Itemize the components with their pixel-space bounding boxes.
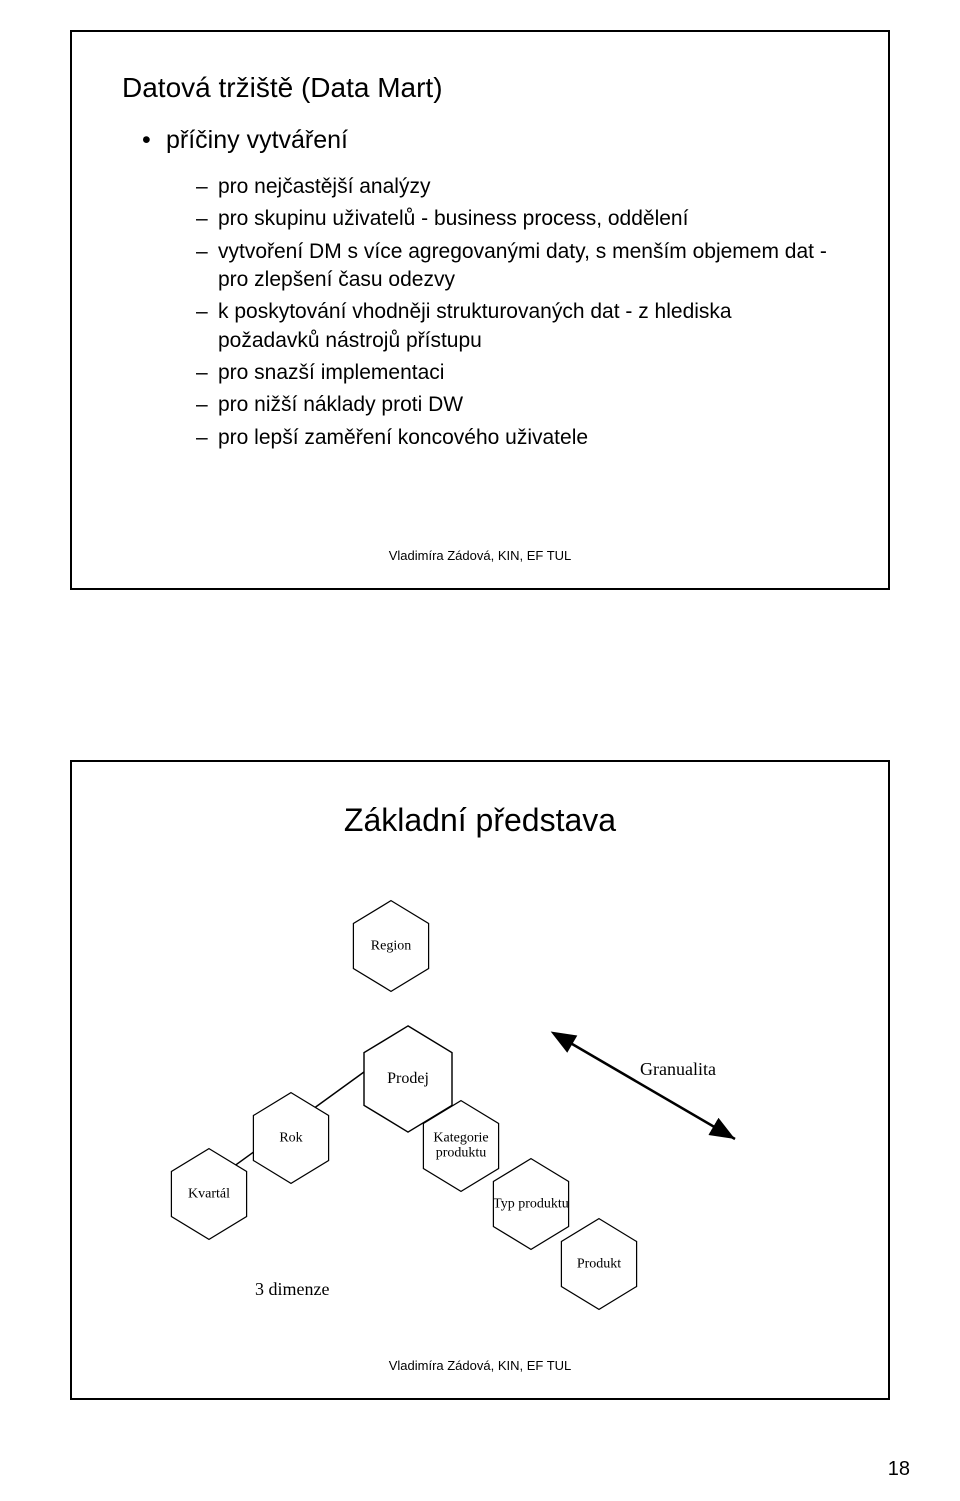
slide2-footer: Vladimíra Zádová, KIN, EF TUL: [389, 1358, 572, 1373]
slide1-lvl2-item: pro nejčastější analýzy: [196, 173, 838, 201]
slide-1: Datová tržiště (Data Mart) příčiny vytvá…: [70, 30, 890, 590]
hex-produkt: Produkt: [558, 1217, 640, 1311]
slide1-lvl1-item: příčiny vytváření pro nejčastější analýz…: [142, 126, 838, 452]
slide1-lvl2-item: vytvoření DM s více agregovanými daty, s…: [196, 238, 838, 295]
slide1-lvl1-text: příčiny vytváření: [166, 126, 348, 154]
hex-region: Region: [350, 899, 432, 993]
hex-kvartal-label: Kvartál: [168, 1186, 250, 1201]
slide1-lvl1-list: příčiny vytváření pro nejčastější analýz…: [122, 126, 838, 452]
label-granualita: Granualita: [640, 1059, 716, 1080]
slide1-lvl2-item: pro snazší implementaci: [196, 359, 838, 387]
hex-typ-label: Typ produktu: [490, 1196, 572, 1211]
slide1-footer: Vladimíra Zádová, KIN, EF TUL: [389, 548, 572, 563]
hex-kvartal: Kvartál: [168, 1147, 250, 1241]
slide1-lvl2-item: pro nižší náklady proti DW: [196, 391, 838, 419]
slide2-title: Základní představa: [112, 802, 848, 839]
slide1-lvl2-item: pro skupinu uživatelů - business process…: [196, 205, 838, 233]
label-dimenze: 3 dimenze: [255, 1279, 329, 1300]
slide-2: Základní představa Region: [70, 760, 890, 1400]
hex-produkt-label: Produkt: [558, 1256, 640, 1271]
slide1-lvl2-item: pro lepší zaměření koncového uživatele: [196, 424, 838, 452]
hex-rok-label: Rok: [250, 1130, 332, 1145]
hex-rok: Rok: [250, 1091, 332, 1185]
slide1-lvl2-item: k poskytování vhodněji strukturovaných d…: [196, 298, 838, 355]
hex-prodej-label: Prodej: [360, 1070, 456, 1088]
hex-region-label: Region: [350, 938, 432, 953]
slide1-lvl2-list: pro nejčastější analýzy pro skupinu uživ…: [166, 173, 838, 452]
hex-diagram: Region Prodej Rok Kvartál Kategorie prod…: [120, 859, 840, 1339]
page-number: 18: [888, 1458, 910, 1481]
slide1-title: Datová tržiště (Data Mart): [122, 72, 838, 104]
